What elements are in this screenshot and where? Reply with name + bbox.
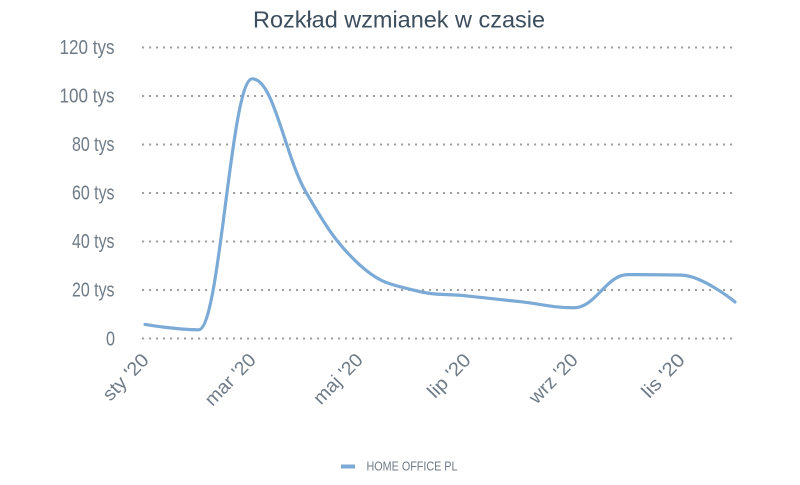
svg-text:60 tys: 60 tys <box>72 183 115 205</box>
svg-text:80 tys: 80 tys <box>72 134 115 156</box>
svg-text:100 tys: 100 tys <box>60 86 115 108</box>
svg-text:Rozkład wzmianek w czasie: Rozkład wzmianek w czasie <box>253 7 545 33</box>
svg-text:0: 0 <box>106 329 115 351</box>
svg-text:HOME OFFICE PL: HOME OFFICE PL <box>367 460 458 474</box>
svg-text:40 tys: 40 tys <box>72 231 115 253</box>
svg-text:120 tys: 120 tys <box>60 37 115 59</box>
svg-text:20 tys: 20 tys <box>72 280 115 302</box>
